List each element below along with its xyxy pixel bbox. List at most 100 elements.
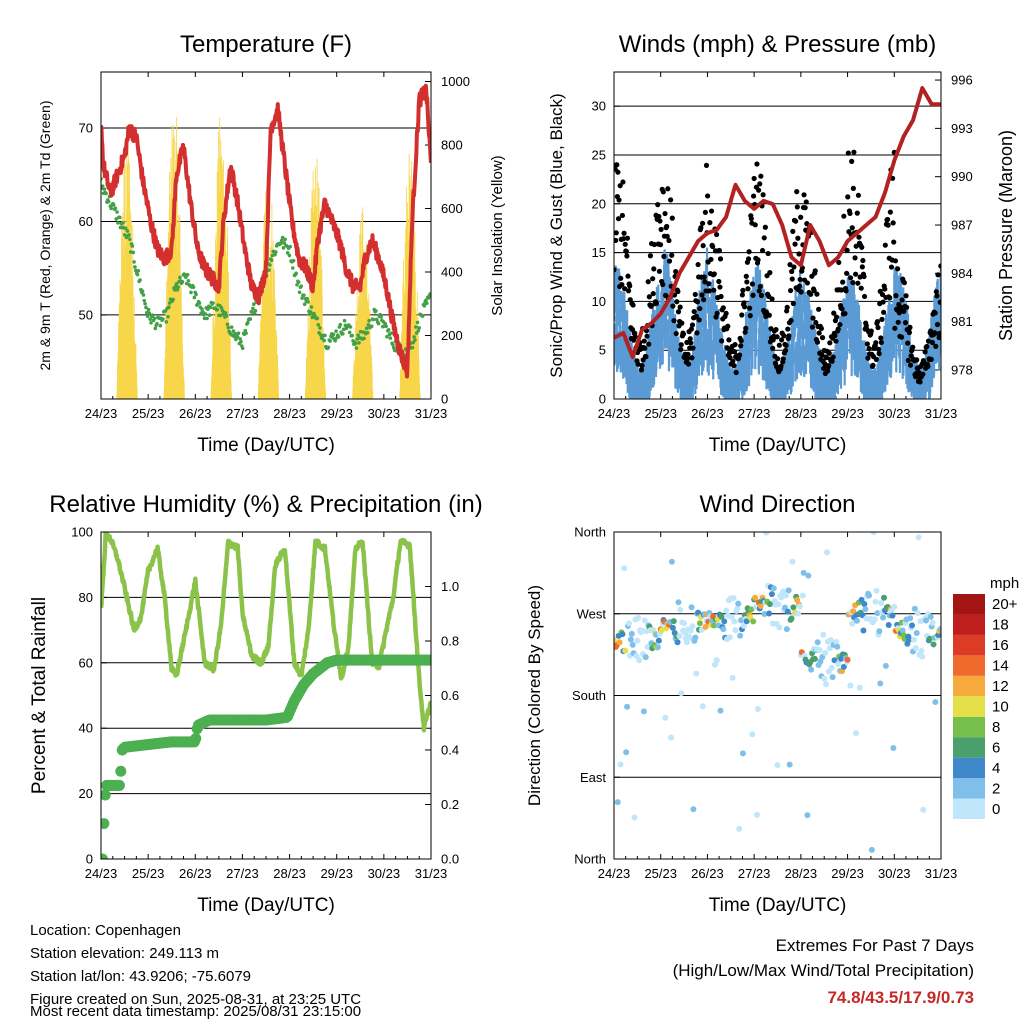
direction-point [909,622,916,629]
gust-point [937,330,941,337]
temp-y2label: Solar Insolation (Yellow) [489,155,506,315]
direction-point [614,799,621,806]
direction-point [878,600,885,607]
gust-point [675,288,681,295]
direction-point [784,608,791,615]
wdir-xtick-label: 27/23 [738,866,771,881]
gust-point [743,273,749,279]
winds-y2tick-label: 987 [951,218,973,233]
temp-border [100,71,432,400]
dewpoint-point [111,203,116,207]
gust-point [845,194,851,200]
direction-point [932,699,939,706]
direction-point [820,631,827,638]
dewpoint-point [148,317,153,322]
gust-point [658,226,664,233]
gust-point [736,352,743,358]
precip-point [101,789,111,801]
direction-point [871,616,878,623]
gust-point [727,355,733,361]
direction-point [686,634,693,641]
dewpoint-point [336,335,341,339]
direction-point [881,594,888,601]
gust-point [827,340,833,346]
direction-point [796,603,803,610]
direction-point [831,657,838,664]
direction-point [631,814,638,821]
dewpoint-point [371,317,376,322]
colorbar-label: 4 [992,760,1000,777]
gust-point [705,193,711,199]
direction-point [713,657,720,664]
wdir-border [613,531,942,860]
precip-series [101,654,431,859]
gust-point [758,173,764,179]
dewpoint-point [350,333,354,338]
rh-xtick-label: 24/23 [85,866,118,881]
direction-point [824,549,831,556]
gust-point [703,162,710,168]
gust-point [717,256,724,262]
gust-point [841,213,847,219]
winds-y2tick-label: 984 [951,266,973,281]
colorbar-swatch [953,614,985,635]
dewpoint-point [106,199,111,204]
direction-point [873,587,880,594]
gust-point [816,330,822,336]
gust-point [696,317,702,323]
wdir-plot [614,532,941,853]
dewpoint-point [178,275,182,280]
direction-point [763,532,770,536]
gust-point [938,263,941,269]
gust-point [671,318,677,324]
gust-point [701,274,707,280]
direction-point [861,600,868,607]
direction-point [688,604,695,611]
dewpoint-point [280,235,285,240]
direction-point [670,618,677,625]
gust-point [745,286,751,292]
gust-point [691,308,697,315]
dewpoint-point [334,329,338,333]
gust-point [711,271,717,277]
dewpoint-point [356,333,360,338]
dewpoint-point [299,284,304,288]
direction-point [629,641,636,648]
colorbar-swatch [953,798,985,819]
rh-xtick-label: 28/23 [273,866,306,881]
dewpoint-point [353,341,358,346]
insolation-day-4 [305,158,327,399]
gust-point [830,354,836,360]
direction-point [726,634,733,641]
gust-point [706,288,712,294]
gust-point [669,215,675,221]
direction-point [675,599,682,606]
direction-point [872,598,879,605]
insolation-day-2 [210,117,232,399]
dewpoint-point [414,325,418,329]
direction-point [835,660,842,667]
dewpoint-point [379,315,383,319]
gust-point [861,293,868,300]
wdir-ylabel: Direction (Colored By Speed) [525,585,544,806]
footer-location: Location: Copenhagen [30,922,181,939]
temp-y2tick-label: 200 [441,328,463,343]
gust-point [713,231,720,238]
dewpoint-point [302,302,307,307]
gust-point [924,343,930,350]
gust-point [920,371,926,377]
pressure-line [614,86,941,360]
direction-point [621,565,628,572]
gust-point [648,303,654,309]
dewpoint-point [288,244,293,249]
gust-point [852,255,858,261]
winds-xlabel: Time (Day/UTC) [709,435,847,456]
dewpoint-point [127,233,131,237]
gust-point [665,186,671,192]
gust-point [819,335,826,341]
dewpoint-point [369,324,374,329]
direction-point [918,648,925,655]
gust-point [870,362,876,368]
gust-point [774,334,780,340]
gust-point [855,280,861,286]
